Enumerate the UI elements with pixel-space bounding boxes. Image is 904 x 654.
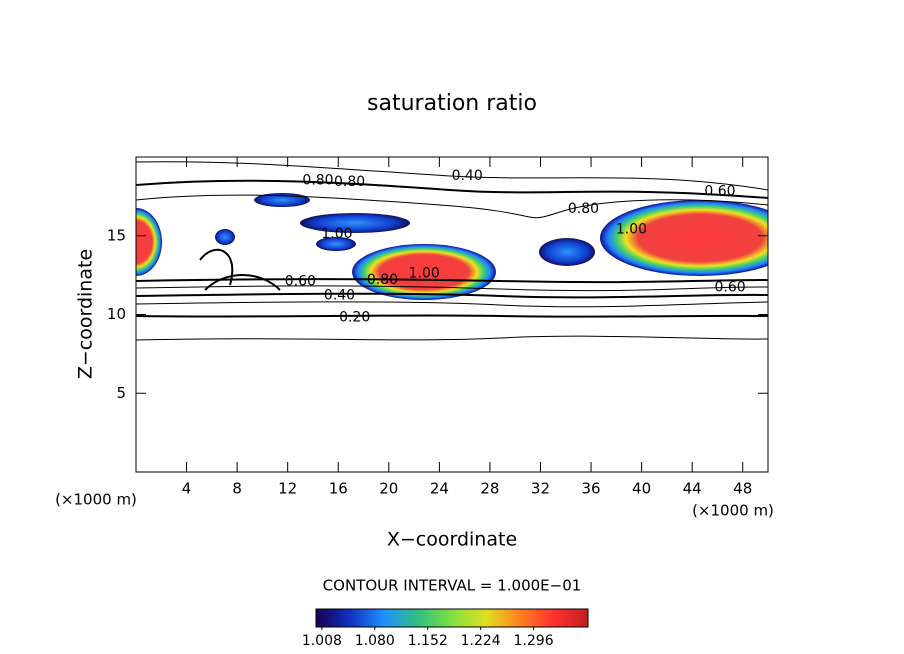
contour-label: 1.00 — [616, 221, 647, 237]
x-tick-label: 36 — [581, 480, 600, 498]
x-tick-label: 16 — [329, 480, 348, 498]
contour-line — [136, 285, 768, 292]
contour-label: 0.60 — [704, 184, 735, 200]
contour-line — [199, 248, 281, 291]
x-tick-label: 28 — [480, 480, 499, 498]
contour-label: 0.60 — [714, 280, 745, 296]
y-tick-label: 15 — [107, 226, 126, 244]
contour-label: 0.80 — [568, 201, 599, 217]
contour-label: 0.80 — [367, 272, 398, 288]
contour-line — [136, 301, 768, 308]
x-axis-label: X−coordinate — [387, 529, 517, 551]
field — [136, 161, 768, 341]
contour-label: 0.60 — [285, 273, 316, 289]
x-tick-label: 4 — [182, 480, 192, 498]
contour-label: 1.00 — [321, 226, 352, 242]
colorbar-tick-label: 1.080 — [355, 633, 395, 649]
x-tick-label: 48 — [733, 480, 752, 498]
x-tick-label: 32 — [531, 480, 550, 498]
contour-interval: CONTOUR INTERVAL = 1.000E−01 — [323, 577, 582, 595]
region — [600, 200, 768, 276]
y-axis-label: Z−coordinate — [75, 249, 97, 379]
contour-line — [136, 179, 768, 199]
contour-line — [136, 292, 768, 299]
contour-label: 0.80 — [334, 174, 365, 190]
contour-line — [136, 161, 768, 191]
region — [539, 238, 595, 266]
y-tick-label: 10 — [107, 305, 126, 323]
colorbar-tick-label: 1.008 — [302, 633, 342, 649]
x-tick-label: 44 — [683, 480, 702, 498]
x-tick-label: 40 — [632, 480, 651, 498]
colorbar-tick-label: 1.296 — [514, 633, 554, 649]
contour-line — [136, 194, 768, 219]
region — [300, 213, 410, 233]
colorbar-tick-label: 1.224 — [461, 633, 501, 649]
y-tick-label: 5 — [116, 384, 126, 402]
contour-line — [136, 335, 768, 341]
colorbar-tick-label: 1.152 — [408, 633, 448, 649]
contour-line — [136, 314, 768, 318]
contour-label: 1.00 — [409, 266, 440, 282]
x-tick-label: 8 — [232, 480, 242, 498]
colorbar — [315, 608, 589, 628]
x-tick-label: 24 — [430, 480, 449, 498]
chart-title: saturation ratio — [367, 91, 537, 116]
contour-label: 0.40 — [452, 168, 483, 184]
x-unit: (×1000 m) — [692, 502, 774, 520]
contour-label: 0.40 — [324, 288, 355, 304]
region — [136, 208, 162, 276]
region — [316, 237, 356, 251]
contour-label: 0.20 — [339, 310, 370, 326]
y-unit: (×1000 m) — [55, 491, 137, 509]
x-tick-label: 20 — [379, 480, 398, 498]
region — [215, 229, 235, 245]
contour-label: 0.80 — [302, 173, 333, 189]
x-tick-label: 12 — [278, 480, 297, 498]
